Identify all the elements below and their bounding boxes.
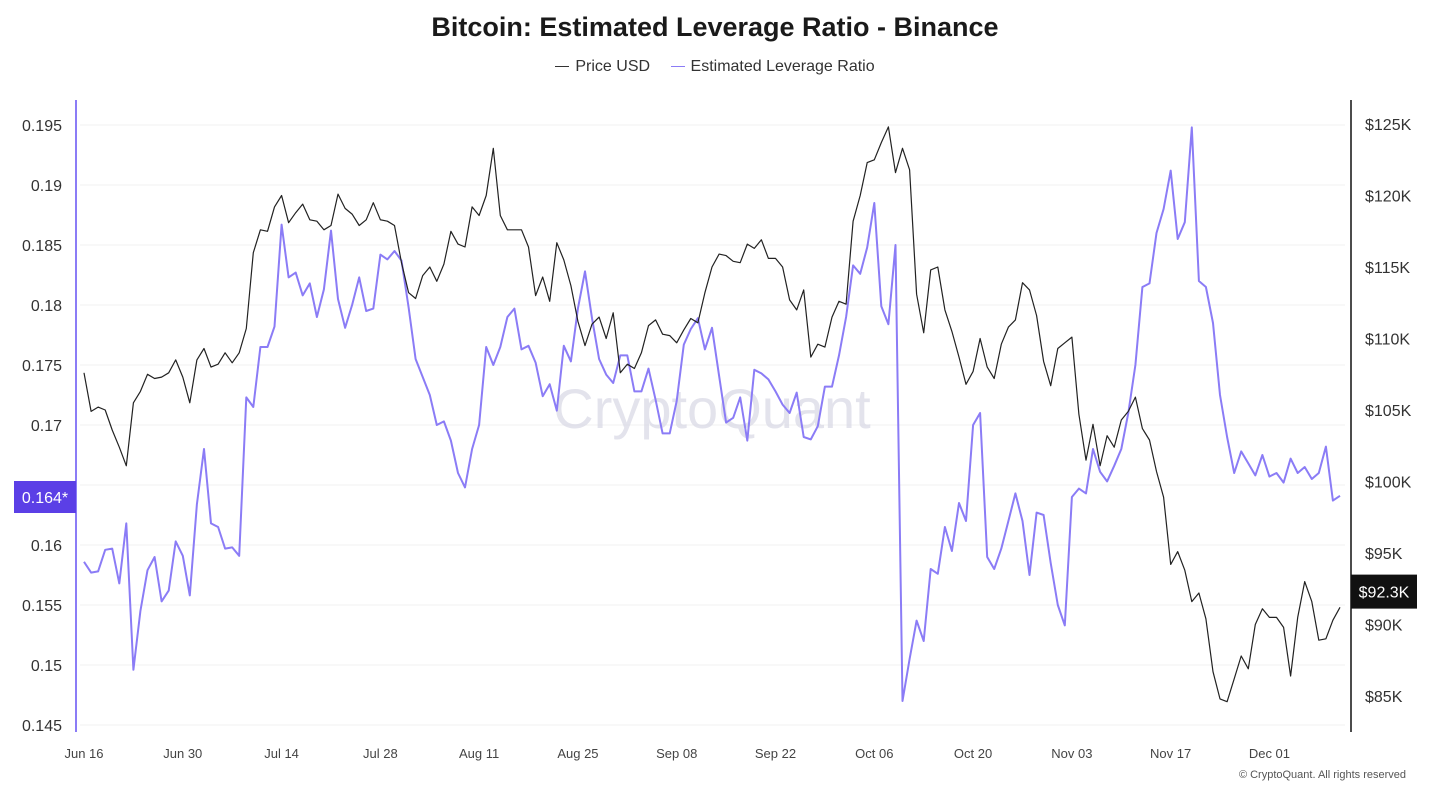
right-tick-label: $95K bbox=[1365, 546, 1403, 563]
right-tick-label: $90K bbox=[1365, 618, 1403, 635]
left-tick-label: 0.16 bbox=[31, 538, 62, 555]
legend-item-leverage[interactable]: Estimated Leverage Ratio bbox=[670, 58, 875, 76]
left-tick-label: 0.155 bbox=[22, 598, 62, 615]
x-tick-label: Dec 01 bbox=[1249, 746, 1290, 761]
gridlines bbox=[80, 124, 1345, 726]
watermark: CryptoQuant bbox=[553, 377, 871, 440]
legend: Price USD Estimated Leverage Ratio bbox=[0, 58, 1430, 76]
x-tick-label: Jun 30 bbox=[163, 746, 202, 761]
x-tick-label: Nov 03 bbox=[1051, 746, 1092, 761]
left-tick-label: 0.18 bbox=[31, 298, 62, 315]
x-tick-label: Oct 20 bbox=[954, 746, 992, 761]
left-tick-label: 0.195 bbox=[22, 118, 62, 135]
x-tick-label: Nov 17 bbox=[1150, 746, 1191, 761]
left-current-value: 0.164* bbox=[22, 490, 68, 507]
right-tick-label: $125K bbox=[1365, 117, 1412, 134]
x-tick-label: Oct 06 bbox=[855, 746, 893, 761]
right-tick-label: $110K bbox=[1365, 332, 1410, 349]
legend-swatch-price bbox=[555, 66, 570, 68]
legend-label-leverage: Estimated Leverage Ratio bbox=[690, 58, 875, 75]
left-tick-label: 0.19 bbox=[31, 178, 62, 195]
x-tick-label: Aug 11 bbox=[459, 746, 499, 761]
left-tick-label: 0.175 bbox=[22, 358, 62, 375]
axes bbox=[75, 100, 1352, 732]
legend-label-price: Price USD bbox=[575, 58, 651, 75]
right-tick-label: $105K bbox=[1365, 403, 1412, 420]
legend-swatch-leverage bbox=[670, 66, 685, 68]
price-usd-line bbox=[83, 126, 1341, 703]
legend-item-price[interactable]: Price USD bbox=[555, 58, 650, 76]
x-tick-label: Jun 16 bbox=[64, 746, 103, 761]
series-layer bbox=[83, 126, 1341, 703]
left-tick-label: 0.185 bbox=[22, 238, 62, 255]
right-tick-label: $85K bbox=[1365, 689, 1403, 706]
left-tick-label: 0.15 bbox=[31, 658, 62, 675]
leverage-ratio-line bbox=[83, 126, 1341, 702]
right-tick-label: $100K bbox=[1365, 475, 1412, 492]
x-tick-label: Aug 25 bbox=[557, 746, 598, 761]
left-tick-label: 0.145 bbox=[22, 718, 62, 735]
right-current-value: $92.3K bbox=[1359, 585, 1410, 602]
value-badges: 0.164* $92.3K bbox=[14, 481, 1417, 609]
x-tick-label: Sep 22 bbox=[755, 746, 796, 761]
x-tick-label: Sep 08 bbox=[656, 746, 697, 761]
left-current-badge bbox=[14, 481, 76, 513]
right-tick-label: $115K bbox=[1365, 260, 1410, 277]
x-tick-label: Jul 14 bbox=[264, 746, 299, 761]
x-tick-label: Jul 28 bbox=[363, 746, 398, 761]
tick-labels: 0.195 0.19 0.185 0.18 0.175 0.17 0.16 0.155 0.15… bbox=[22, 117, 1412, 761]
copyright-notice: © CryptoQuant. All rights reserved bbox=[1238, 769, 1406, 781]
left-tick-label: 0.17 bbox=[31, 418, 62, 435]
right-tick-label: $120K bbox=[1365, 189, 1412, 206]
chart-title: Bitcoin: Estimated Leverage Ratio - Bina… bbox=[431, 12, 999, 42]
right-current-badge bbox=[1351, 574, 1417, 609]
